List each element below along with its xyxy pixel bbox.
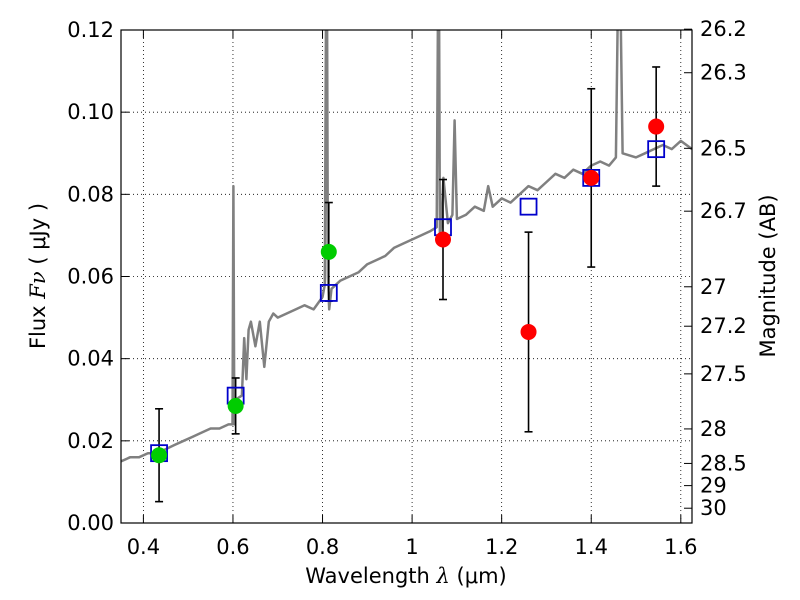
y2-tick-label: 27 xyxy=(700,275,727,299)
model-photometry-point xyxy=(519,197,538,216)
y-tick-label: 0.04 xyxy=(67,347,114,371)
y2-tick-label: 28.5 xyxy=(700,451,747,475)
y-axis-label-unit: ( μJy ) xyxy=(26,203,50,265)
y2-tick-label: 27.5 xyxy=(700,362,747,386)
tick-labels: 0.4 0.6 0.8 1 1.2 1.4 1.6 0.00 0.02 0.04 0.06 0.08 0… xyxy=(67,17,747,559)
y-tick-label: 0.06 xyxy=(67,265,114,289)
x-axis-label-text: Wavelength xyxy=(305,564,430,588)
y2-tick-label: 28 xyxy=(700,417,727,441)
y2-tick-label: 26.2 xyxy=(700,17,747,41)
observed-nir-point xyxy=(434,231,451,248)
y-tick-label: 0.12 xyxy=(67,18,114,42)
y2-tick-label: 30 xyxy=(700,496,727,520)
y2-axis-label: Magnitude (AB) xyxy=(756,194,780,357)
x-tick-label: 0.6 xyxy=(216,535,249,559)
tick-marks xyxy=(121,28,692,524)
model-photometry-point xyxy=(319,284,338,302)
x-tick-label: 0.4 xyxy=(127,535,160,559)
x-tick-label: 1.4 xyxy=(575,535,608,559)
y-axis-label-text: Flux xyxy=(26,305,50,349)
y-tick-label: 0.02 xyxy=(67,429,114,453)
model-spectrum-line xyxy=(121,30,692,463)
observed-nir-point xyxy=(583,169,600,186)
plot-area xyxy=(121,30,692,463)
observed-optical-point xyxy=(151,447,168,464)
model-photometry-point xyxy=(647,140,666,159)
x-tick-label: 1.2 xyxy=(485,535,518,559)
y-tick-label: 0.00 xyxy=(67,511,114,535)
x-tick-label: 0.8 xyxy=(306,535,339,559)
y-tick-label: 0.10 xyxy=(67,100,114,124)
y2-tick-label: 27.2 xyxy=(700,314,747,338)
observed-optical-point xyxy=(320,243,337,260)
y2-tick-label: 26.7 xyxy=(700,199,747,223)
y-axis-label: Flux Fν ( μJy ) xyxy=(26,203,50,349)
observed-optical-point xyxy=(227,397,244,414)
y2-tick-label: 26.5 xyxy=(700,136,747,160)
x-axis-label-unit: (μm) xyxy=(457,564,507,588)
x-tick-label: 1 xyxy=(405,535,418,559)
data-markers xyxy=(150,118,666,464)
plot-background xyxy=(121,30,692,523)
x-tick-label: 1.6 xyxy=(664,535,697,559)
y-tick-label: 0.08 xyxy=(67,182,114,206)
observed-nir-point xyxy=(520,323,537,340)
y2-tick-label: 26.3 xyxy=(700,61,747,85)
x-axis-label-symbol: λ xyxy=(436,564,450,588)
y-axis-label-symbol: Fν xyxy=(26,271,50,300)
y2-tick-label: 29 xyxy=(700,474,727,498)
x-axis-label: Wavelength λ (μm) xyxy=(305,564,506,588)
observed-nir-point xyxy=(648,118,665,135)
